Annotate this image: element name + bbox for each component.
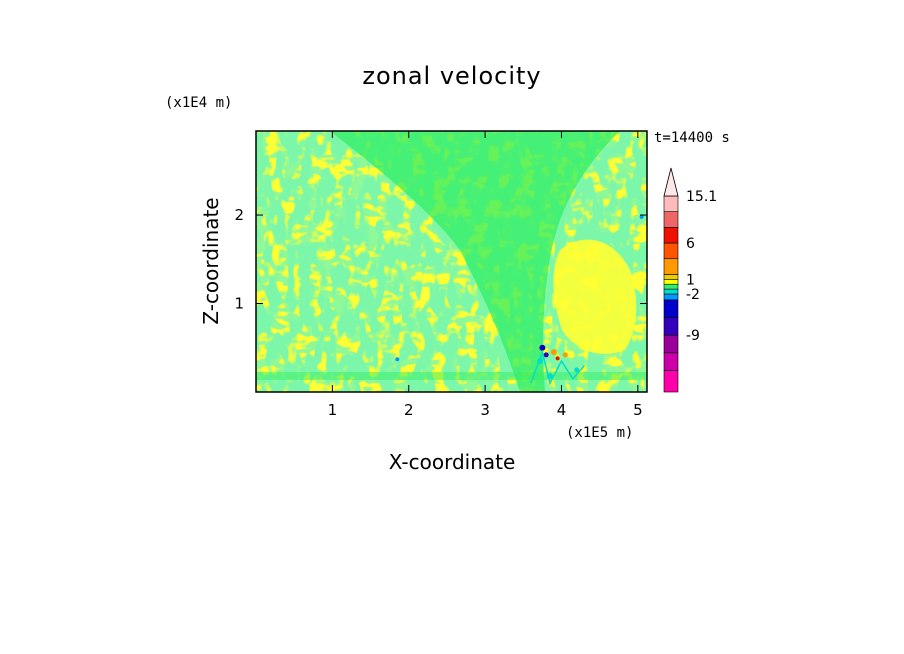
colorbar-swatch (663, 370, 679, 393)
heatmap-field (256, 131, 647, 392)
velocity-anomaly (539, 344, 546, 351)
plot-frame (255, 130, 648, 393)
yellow-region (553, 239, 637, 354)
colorbar-label: 6 (686, 236, 695, 252)
chart-title: zonal velocity (362, 62, 541, 90)
colorbar-swatch (663, 242, 679, 260)
x-tick-label: 1 (328, 401, 338, 419)
velocity-anomaly (395, 357, 400, 362)
colorbar-swatch (663, 288, 679, 295)
x-axis-ticks: 1 2 3 4 5 (328, 131, 643, 419)
green-strip (256, 372, 647, 380)
colorbar-label: 15.1 (686, 189, 717, 205)
velocity-anomaly (574, 367, 580, 373)
y-axis-label: Z-coordinate (199, 197, 223, 324)
colorbar-swatch (663, 278, 679, 285)
colorbar-swatch (663, 195, 679, 212)
velocity-anomaly (543, 352, 549, 358)
time-label: t=14400 s (654, 130, 730, 146)
x-unit-label: (x1E5 m) (566, 425, 633, 441)
x-tick-label: 5 (633, 401, 643, 419)
x-tick-label: 3 (480, 401, 490, 419)
velocity-anomaly (639, 214, 644, 219)
colorbar-swatch (663, 352, 679, 371)
colorbar: -9 -21 6 15.1 (663, 167, 717, 393)
colorbar-swatch (663, 334, 679, 354)
y-tick-label: 1 (234, 295, 244, 313)
velocity-anomaly (562, 352, 568, 358)
x-axis-label: X-coordinate (389, 450, 516, 474)
x-tick-label: 2 (404, 401, 414, 419)
colorbar-swatch (663, 258, 679, 275)
colorbar-label: 1 (686, 272, 695, 288)
velocity-anomaly (550, 349, 557, 356)
colorbar-swatch (663, 227, 679, 244)
colorbar-swatch (663, 274, 679, 280)
colorbar-swatch (663, 293, 679, 301)
colorbar-swatch (663, 299, 679, 318)
cyan-contour (530, 349, 585, 386)
colorbar-over-arrow (663, 167, 679, 197)
green-region (330, 131, 620, 392)
colorbar-swatch (663, 211, 679, 228)
colorbar-swatch (663, 317, 679, 336)
y-tick-label: 2 (234, 206, 244, 224)
y-axis-ticks: 12 (234, 206, 647, 313)
heatmap-regions (256, 131, 647, 392)
y-unit-label: (x1E4 m) (165, 95, 232, 111)
colorbar-swatch (663, 283, 679, 290)
colorbar-label: -2 (686, 287, 700, 303)
x-tick-label: 4 (557, 401, 567, 419)
velocity-anomaly (555, 356, 560, 361)
colorbar-label: -9 (686, 328, 700, 344)
